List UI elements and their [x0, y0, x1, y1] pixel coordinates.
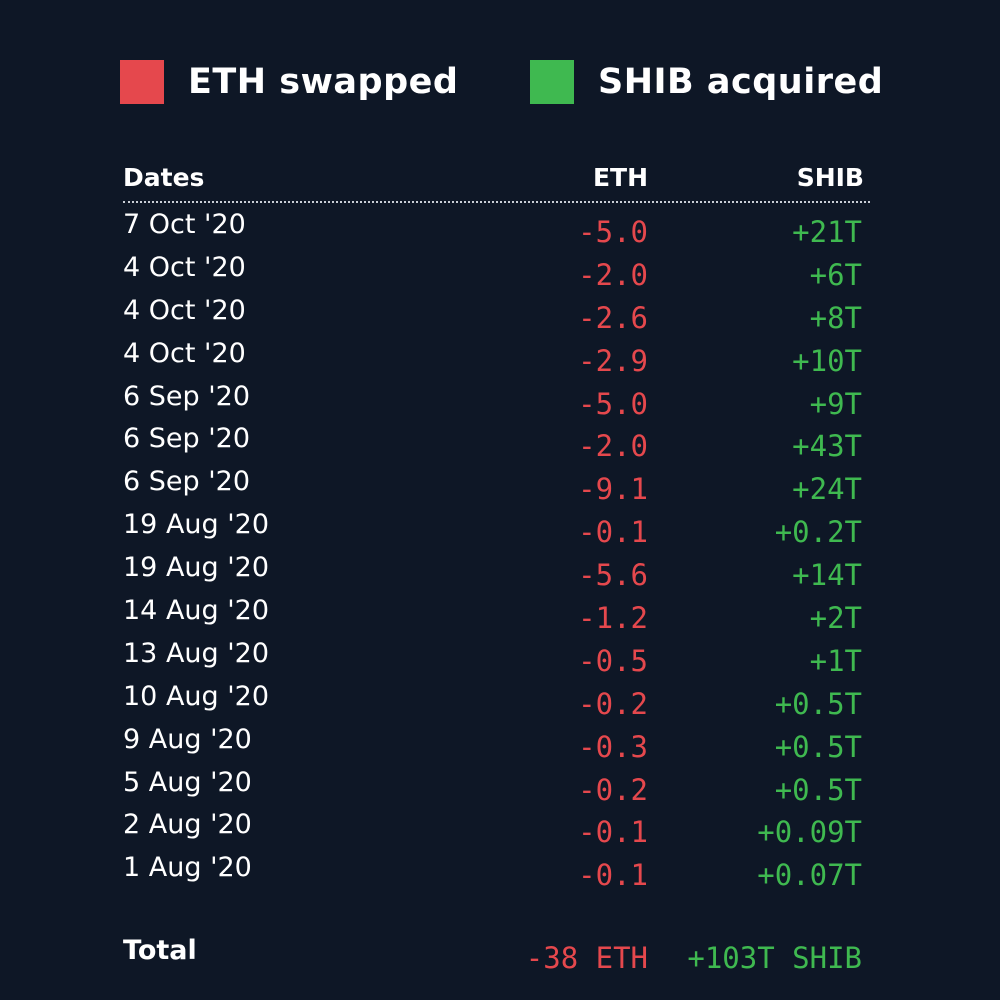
- table-header: Dates ETH SHIB: [123, 163, 870, 201]
- row-shib: +0.07T: [757, 858, 862, 893]
- row-shib: +1T: [809, 643, 862, 678]
- row-date: 19 Aug '20: [123, 552, 270, 584]
- row-eth: -5.0: [578, 215, 648, 249]
- row-shib: +43T: [792, 429, 862, 464]
- row-eth: -2.0: [578, 257, 648, 292]
- table-row: 6 Sep '20 -2.0 +43T: [123, 421, 870, 464]
- table-row: 6 Sep '20 -5.0 +9T: [123, 379, 870, 422]
- row-eth: -5.0: [578, 386, 648, 421]
- row-date: 4 Oct '20: [123, 337, 246, 369]
- row-eth: -0.2: [578, 772, 648, 807]
- row-shib: +14T: [792, 558, 862, 593]
- column-header-eth: ETH: [592, 163, 648, 192]
- row-date: 7 Oct '20: [123, 209, 246, 240]
- row-eth: -2.0: [578, 429, 648, 464]
- swap-table: Dates ETH SHIB 7 Oct '20 -5.0 +21T 4 Oct '2…: [123, 163, 870, 893]
- row-date: 4 Oct '20: [123, 294, 246, 326]
- row-eth: -5.6: [578, 558, 648, 593]
- table-row: 2 Aug '20 -0.1 +0.09T: [123, 807, 870, 850]
- table-row: 9 Aug '20 -0.3 +0.5T: [123, 722, 870, 765]
- row-date: 5 Aug '20: [123, 766, 252, 798]
- table-row: 1 Aug '20 -0.1 +0.07T: [123, 850, 870, 893]
- row-shib: +10T: [792, 343, 862, 378]
- row-eth: -2.6: [578, 300, 648, 335]
- legend-label-eth: ETH swapped: [188, 62, 459, 102]
- row-date: 6 Sep '20: [123, 466, 251, 498]
- legend-item-shib: SHIB acquired: [530, 60, 883, 104]
- shib-swatch: [530, 60, 574, 104]
- table-row: 10 Aug '20 -0.2 +0.5T: [123, 679, 870, 722]
- table-row: 6 Sep '20 -9.1 +24T: [123, 464, 870, 507]
- row-eth: -0.3: [578, 729, 648, 764]
- row-date: 6 Sep '20: [123, 423, 251, 455]
- column-header-shib: SHIB: [796, 163, 864, 192]
- row-eth: -0.1: [578, 815, 648, 850]
- row-date: 19 Aug '20: [123, 509, 270, 541]
- table-row: 7 Oct '20 -5.0 +21T: [123, 207, 870, 250]
- row-shib: +0.5T: [774, 729, 862, 764]
- row-shib: +0.2T: [774, 515, 862, 550]
- row-date: 6 Sep '20: [123, 380, 251, 412]
- row-eth: -0.1: [578, 515, 648, 550]
- table-row: 5 Aug '20 -0.2 +0.5T: [123, 765, 870, 808]
- total-eth: -38 ETH: [525, 941, 648, 975]
- table-row: 13 Aug '20 -0.5 +1T: [123, 636, 870, 679]
- total-label: Total: [123, 935, 197, 966]
- row-shib: +0.09T: [757, 815, 862, 850]
- column-header-dates: Dates: [123, 163, 205, 192]
- row-date: 4 Oct '20: [123, 251, 246, 283]
- row-eth: -9.1: [578, 472, 648, 507]
- row-date: 14 Aug '20: [123, 595, 270, 627]
- row-date: 13 Aug '20: [123, 637, 270, 669]
- table-row: 19 Aug '20 -0.1 +0.2T: [123, 507, 870, 550]
- table-row: 19 Aug '20 -5.6 +14T: [123, 550, 870, 593]
- row-eth: -0.1: [578, 858, 648, 893]
- total-shib: +103T SHIB: [687, 941, 862, 975]
- row-shib: +24T: [792, 472, 862, 507]
- row-shib: +6T: [809, 257, 862, 292]
- row-eth: -0.5: [578, 643, 648, 678]
- row-date: 2 Aug '20: [123, 809, 252, 841]
- row-date: 10 Aug '20: [123, 680, 270, 712]
- row-shib: +9T: [809, 386, 862, 421]
- eth-swatch: [120, 60, 164, 104]
- row-date: 1 Aug '20: [123, 852, 252, 884]
- table-row: 4 Oct '20 -2.0 +6T: [123, 250, 870, 293]
- row-eth: -2.9: [578, 343, 648, 378]
- table-body: 7 Oct '20 -5.0 +21T 4 Oct '20 -2.0 +6T 4 Oct '…: [123, 207, 870, 893]
- row-shib: +8T: [809, 300, 862, 335]
- table-row: 14 Aug '20 -1.2 +2T: [123, 593, 870, 636]
- row-shib: +0.5T: [774, 686, 862, 721]
- total-row: Total -38 ETH +103T SHIB: [123, 935, 870, 975]
- legend: ETH swapped SHIB acquired: [120, 60, 883, 110]
- row-eth: -0.2: [578, 686, 648, 721]
- row-shib: +2T: [809, 601, 862, 636]
- table-row: 4 Oct '20 -2.6 +8T: [123, 293, 870, 336]
- row-shib: +21T: [792, 215, 862, 249]
- legend-label-shib: SHIB acquired: [598, 62, 884, 102]
- legend-item-eth: ETH swapped: [120, 60, 458, 104]
- row-shib: +0.5T: [774, 772, 862, 807]
- table-row: 4 Oct '20 -2.9 +10T: [123, 336, 870, 379]
- row-eth: -1.2: [578, 601, 648, 636]
- header-divider: [123, 201, 870, 203]
- row-date: 9 Aug '20: [123, 723, 252, 755]
